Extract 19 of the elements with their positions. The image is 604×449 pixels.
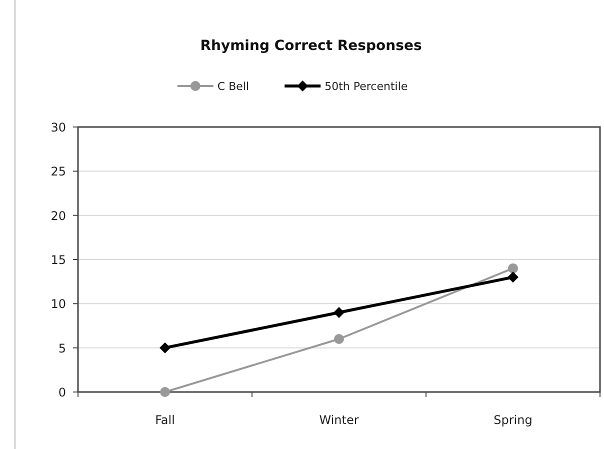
y-tick-label: 15: [50, 253, 66, 267]
y-tick-label: 10: [50, 297, 66, 312]
x-tick-label: Winter: [319, 413, 359, 427]
legend-label: 50th Percentile: [324, 80, 408, 93]
point: [160, 387, 170, 397]
point: [334, 307, 344, 318]
point: [508, 263, 518, 274]
x-tick-label: Fall: [155, 413, 175, 427]
chart-title: Rhyming Correct Responses: [200, 38, 422, 54]
point: [334, 334, 344, 344]
point: [160, 342, 170, 354]
point: [508, 272, 518, 283]
y-tick-label: 25: [50, 164, 66, 179]
legend-label: C Bell: [217, 80, 250, 93]
y-tick-label: 5: [58, 341, 66, 356]
y-tick-label: 30: [50, 120, 66, 134]
x-tick-label: Spring: [494, 413, 532, 427]
y-tick-label: 20: [50, 208, 66, 223]
y-tick-label: 0: [58, 386, 66, 400]
